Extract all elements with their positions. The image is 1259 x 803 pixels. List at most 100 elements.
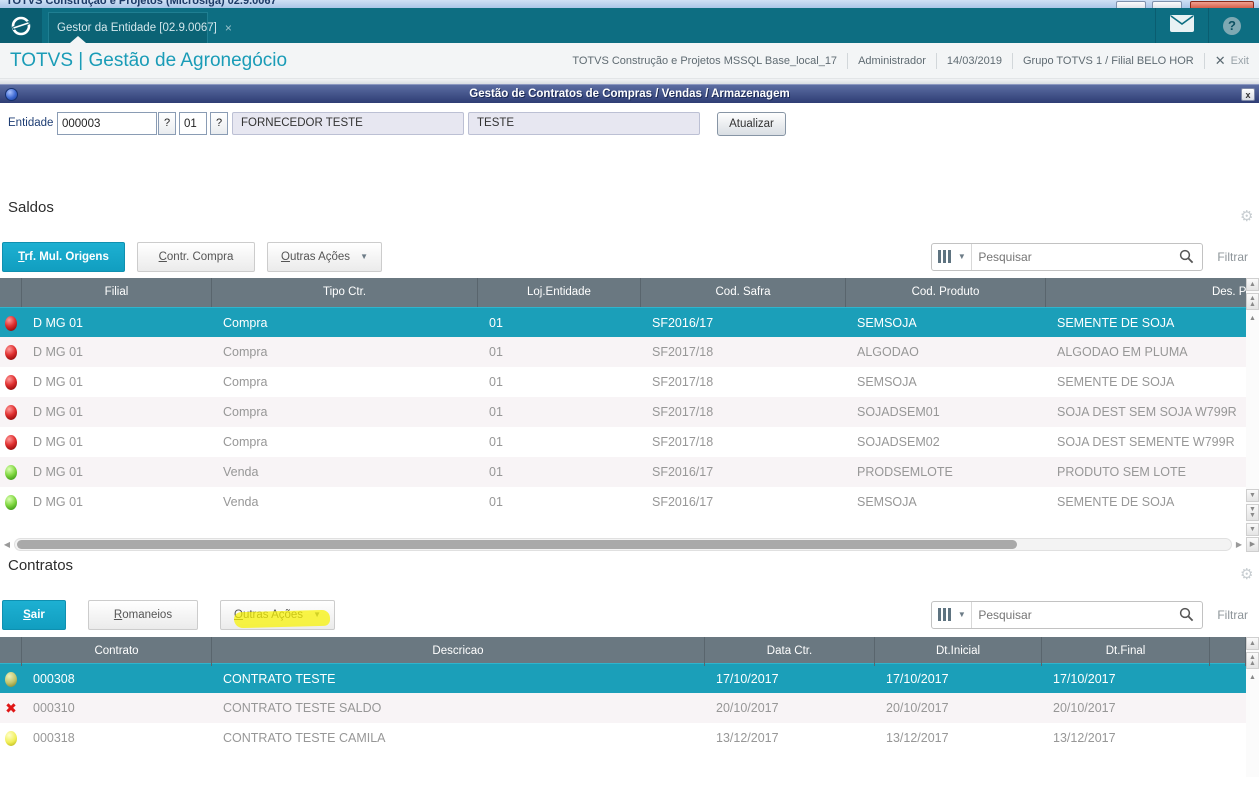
scroll-track[interactable] xyxy=(1246,327,1259,489)
table-row[interactable]: 000318 CONTRATO TESTE CAMILA 13/12/2017 13/… xyxy=(0,723,1246,753)
scroll-thumb[interactable] xyxy=(17,540,1017,549)
column-header[interactable]: Dt.Final xyxy=(1042,637,1210,666)
divider xyxy=(1155,8,1156,43)
mail-icon[interactable] xyxy=(1170,14,1194,37)
scroll-right-icon[interactable]: ▶ xyxy=(1235,540,1243,549)
cell: CONTRATO TESTE xyxy=(223,672,336,686)
gear-icon[interactable]: ⚙ xyxy=(1240,566,1254,583)
search-input[interactable] xyxy=(972,249,1180,264)
cell: 20/10/2017 xyxy=(716,701,779,715)
cell: ALGODAO xyxy=(857,345,919,359)
cell: 13/12/2017 xyxy=(886,731,949,745)
scroll-page-up-icon[interactable]: ▲ ▲ xyxy=(1246,293,1259,310)
contratos-toolbar: Sair Romaneios Outras Ações▼ ▼ Filtrar xyxy=(2,599,1257,630)
table-row[interactable]: D MG 01 Compra 01 SF2017/18 ALGODAO ALGODAO E… xyxy=(0,337,1246,367)
column-header[interactable] xyxy=(1210,637,1246,666)
search-icon[interactable] xyxy=(1179,607,1194,622)
entity-store-lookup-button[interactable]: ? xyxy=(210,112,228,135)
scroll-up-icon[interactable]: ▲ xyxy=(1246,278,1259,291)
table-row[interactable]: D MG 01 Compra 01 SF2017/18 SEMSOJA SEMENTE D… xyxy=(0,367,1246,397)
scroll-right-icon[interactable]: ▶ xyxy=(1246,537,1259,552)
filter-link[interactable]: Filtrar xyxy=(1217,249,1248,264)
cell: SEMSOJA xyxy=(857,495,917,509)
entity-code-input[interactable] xyxy=(57,112,157,135)
scroll-down-icon[interactable]: ▼ xyxy=(1246,523,1259,536)
column-chooser-button[interactable]: ▼ xyxy=(932,243,973,270)
cell: PRODUTO SEM LOTE xyxy=(1057,465,1186,479)
saldos-horizontal-scrollbar[interactable]: ◀ ▶ xyxy=(0,537,1246,552)
divider xyxy=(1208,8,1209,43)
contr-compra-button[interactable]: Contr. Compra xyxy=(137,241,255,272)
table-row[interactable]: D MG 01 Venda 01 SF2016/17 PRODSEMLOTE PRODUT… xyxy=(0,457,1246,487)
scroll-page-down-icon[interactable]: ▼ ▼ xyxy=(1246,504,1259,521)
cell: Compra xyxy=(223,435,268,449)
cell: 000318 xyxy=(33,731,75,745)
column-header[interactable]: Dt.Inicial xyxy=(875,637,1042,666)
gear-icon[interactable]: ⚙ xyxy=(1240,208,1254,225)
refresh-button[interactable]: Atualizar xyxy=(717,112,786,136)
scroll-track[interactable] xyxy=(1246,686,1259,777)
scroll-page-up-icon[interactable]: ▲ ▲ xyxy=(1246,652,1259,669)
user-label[interactable]: Administrador xyxy=(858,55,926,67)
search-input[interactable] xyxy=(972,607,1180,622)
table-row[interactable]: D MG 01 Compra 01 SF2016/17 SEMSOJA SEMENTE D… xyxy=(0,307,1246,337)
minimize-button[interactable] xyxy=(1116,1,1146,8)
column-header[interactable]: Loj.Entidade xyxy=(478,278,641,307)
scroll-up-icon[interactable]: ▲ xyxy=(1246,637,1259,650)
cell: 000308 xyxy=(33,672,75,686)
column-header[interactable]: Cod. Safra xyxy=(641,278,846,307)
search-icon[interactable] xyxy=(1179,249,1194,264)
column-header[interactable] xyxy=(0,637,22,666)
outras-acoes-button[interactable]: Outras Ações ▼ xyxy=(220,599,335,630)
exit-icon[interactable]: ✕ xyxy=(1214,53,1226,68)
column-header[interactable] xyxy=(0,278,22,307)
contratos-vertical-scrollbar[interactable]: ▲ ▲ ▲ ▲ xyxy=(1246,637,1259,777)
cell: 01 xyxy=(489,405,503,419)
outras-acoes-button[interactable]: Outras Ações ▼ xyxy=(267,241,382,272)
cell: CONTRATO TESTE CAMILA xyxy=(223,731,386,745)
column-header[interactable]: Data Ctr. xyxy=(705,637,875,666)
group-branch-label[interactable]: Grupo TOTVS 1 / Filial BELO HOR xyxy=(1022,55,1194,67)
cell: SEMENTE DE SOJA xyxy=(1057,375,1175,389)
date-label: 14/03/2019 xyxy=(946,55,1002,67)
totvs-logo-icon[interactable] xyxy=(0,8,42,43)
tab-close-icon[interactable]: × xyxy=(224,21,232,35)
column-header[interactable]: Cod. Produto xyxy=(846,278,1046,307)
maximize-button[interactable] xyxy=(1152,1,1182,8)
table-row[interactable]: D MG 01 Venda 01 SF2016/17 SEMSOJA SEMENTE DE… xyxy=(0,487,1246,517)
cell: SF2016/17 xyxy=(652,316,714,330)
column-header[interactable]: Tipo Ctr. xyxy=(212,278,478,307)
red-ball-icon xyxy=(0,427,22,457)
cell: SEMSOJA xyxy=(857,316,917,330)
column-header[interactable]: Descricao xyxy=(212,637,705,666)
column-header[interactable]: Des. Produto xyxy=(1046,278,1246,307)
cell: SOJADSEM01 xyxy=(857,405,940,419)
column-header[interactable]: Contrato xyxy=(22,637,212,666)
help-icon[interactable]: ? xyxy=(1223,16,1241,35)
trf-mul-origens-button[interactable]: Trf. Mul. Origens xyxy=(2,241,125,272)
table-row[interactable]: D MG 01 Compra 01 SF2017/18 SOJADSEM02 SOJA D… xyxy=(0,427,1246,457)
close-window-button[interactable] xyxy=(1190,1,1254,8)
column-header[interactable]: Filial xyxy=(22,278,212,307)
table-row[interactable]: D MG 01 Compra 01 SF2017/18 SOJADSEM01 SOJA D… xyxy=(0,397,1246,427)
exit-label[interactable]: Exit xyxy=(1230,55,1249,67)
entity-code-lookup-button[interactable]: ? xyxy=(158,112,176,135)
red-ball-icon xyxy=(0,337,22,367)
scroll-down-icon[interactable]: ▼ xyxy=(1246,489,1259,502)
scroll-left-icon[interactable]: ◀ xyxy=(3,540,11,549)
romaneios-button[interactable]: Romaneios xyxy=(88,599,198,630)
entity-store-input[interactable] xyxy=(179,112,207,135)
table-row[interactable]: ✖ 000310 CONTRATO TESTE SALDO 20/10/2017 20/… xyxy=(0,693,1246,723)
saldos-vertical-scrollbar[interactable]: ▲ ▲ ▲ ▲ ▼ ▼ ▼ ▼ xyxy=(1246,278,1259,536)
filter-link[interactable]: Filtrar xyxy=(1217,607,1248,622)
chevron-down-icon: ▼ xyxy=(360,251,368,261)
dialog-close-button[interactable]: x xyxy=(1241,88,1255,101)
scroll-up-icon[interactable]: ▲ xyxy=(1249,674,1256,681)
columns-icon xyxy=(937,250,941,263)
sair-button[interactable]: Sair xyxy=(2,599,66,630)
scroll-up-icon[interactable]: ▲ xyxy=(1249,315,1256,322)
table-row[interactable]: 000308 CONTRATO TESTE 17/10/2017 17/10/2017… xyxy=(0,663,1246,693)
cell: 01 xyxy=(489,435,503,449)
column-chooser-button[interactable]: ▼ xyxy=(932,601,973,628)
scroll-track[interactable] xyxy=(14,538,1232,551)
